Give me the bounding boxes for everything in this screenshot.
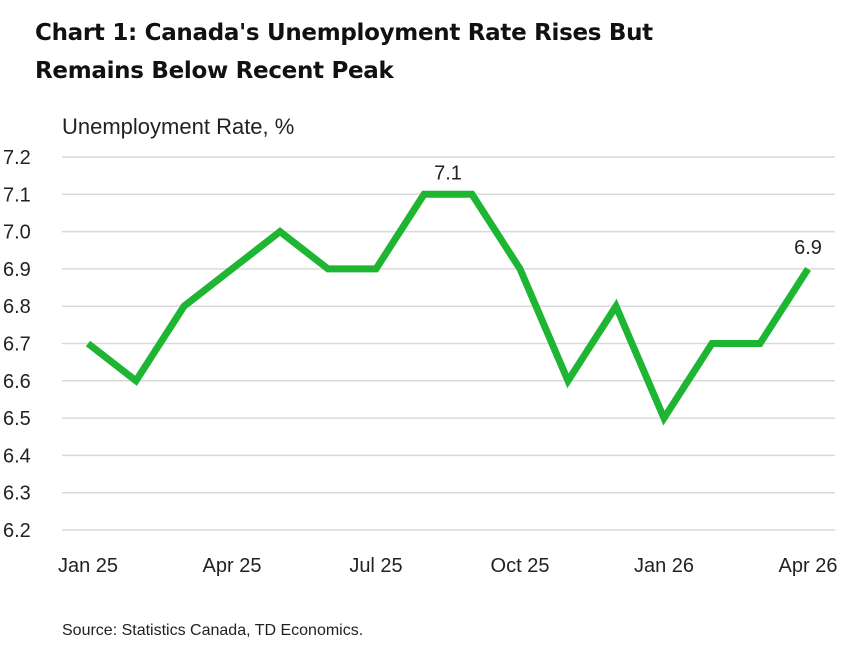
- y-tick-label: 6.9: [3, 259, 31, 281]
- y-tick-label: 7.2: [3, 147, 31, 169]
- y-tick-label: 6.6: [3, 371, 31, 393]
- y-tick-label: 6.3: [3, 483, 31, 505]
- series-group: [85, 190, 811, 426]
- chart-title-line-1: Chart 1: Canada's Unemployment Rate Rise…: [35, 20, 653, 46]
- x-tick-label: Jan 25: [58, 555, 118, 577]
- source-note: Source: Statistics Canada, TD Economics.: [62, 622, 364, 639]
- gridlines: [62, 156, 835, 531]
- chart-title-line-2: Remains Below Recent Peak: [35, 58, 394, 84]
- y-tick-label: 6.7: [3, 334, 31, 356]
- chart-title: Chart 1: Canada's Unemployment Rate Rise…: [35, 14, 835, 90]
- y-axis-label: Unemployment Rate, %: [62, 114, 295, 139]
- series-line: [85, 190, 811, 426]
- y-tick-label: 6.2: [3, 520, 31, 542]
- data-label: 7.1: [434, 162, 462, 184]
- x-tick-label: Jul 25: [349, 555, 402, 577]
- data-labels: 7.1 6.9: [434, 162, 822, 259]
- x-tick-label: Jan 26: [634, 555, 694, 577]
- y-tick-label: 6.4: [3, 445, 31, 467]
- x-tick-label: Oct 25: [491, 555, 550, 577]
- y-tick-label: 7.1: [3, 184, 31, 206]
- y-tick-labels: 6.2 6.3 6.4 6.5 6.6 6.7 6.8 6.9 7.0 7.1 7.2: [3, 147, 31, 542]
- data-label: 6.9: [794, 237, 822, 259]
- x-tick-label: Apr 26: [779, 555, 838, 577]
- y-tick-label: 7.0: [3, 222, 31, 244]
- x-tick-labels: Jan 25 Apr 25 Jul 25 Oct 25 Jan 26 Apr 26: [58, 555, 838, 577]
- x-tick-label: Apr 25: [203, 555, 262, 577]
- y-tick-label: 6.5: [3, 408, 31, 430]
- y-tick-label: 6.8: [3, 296, 31, 318]
